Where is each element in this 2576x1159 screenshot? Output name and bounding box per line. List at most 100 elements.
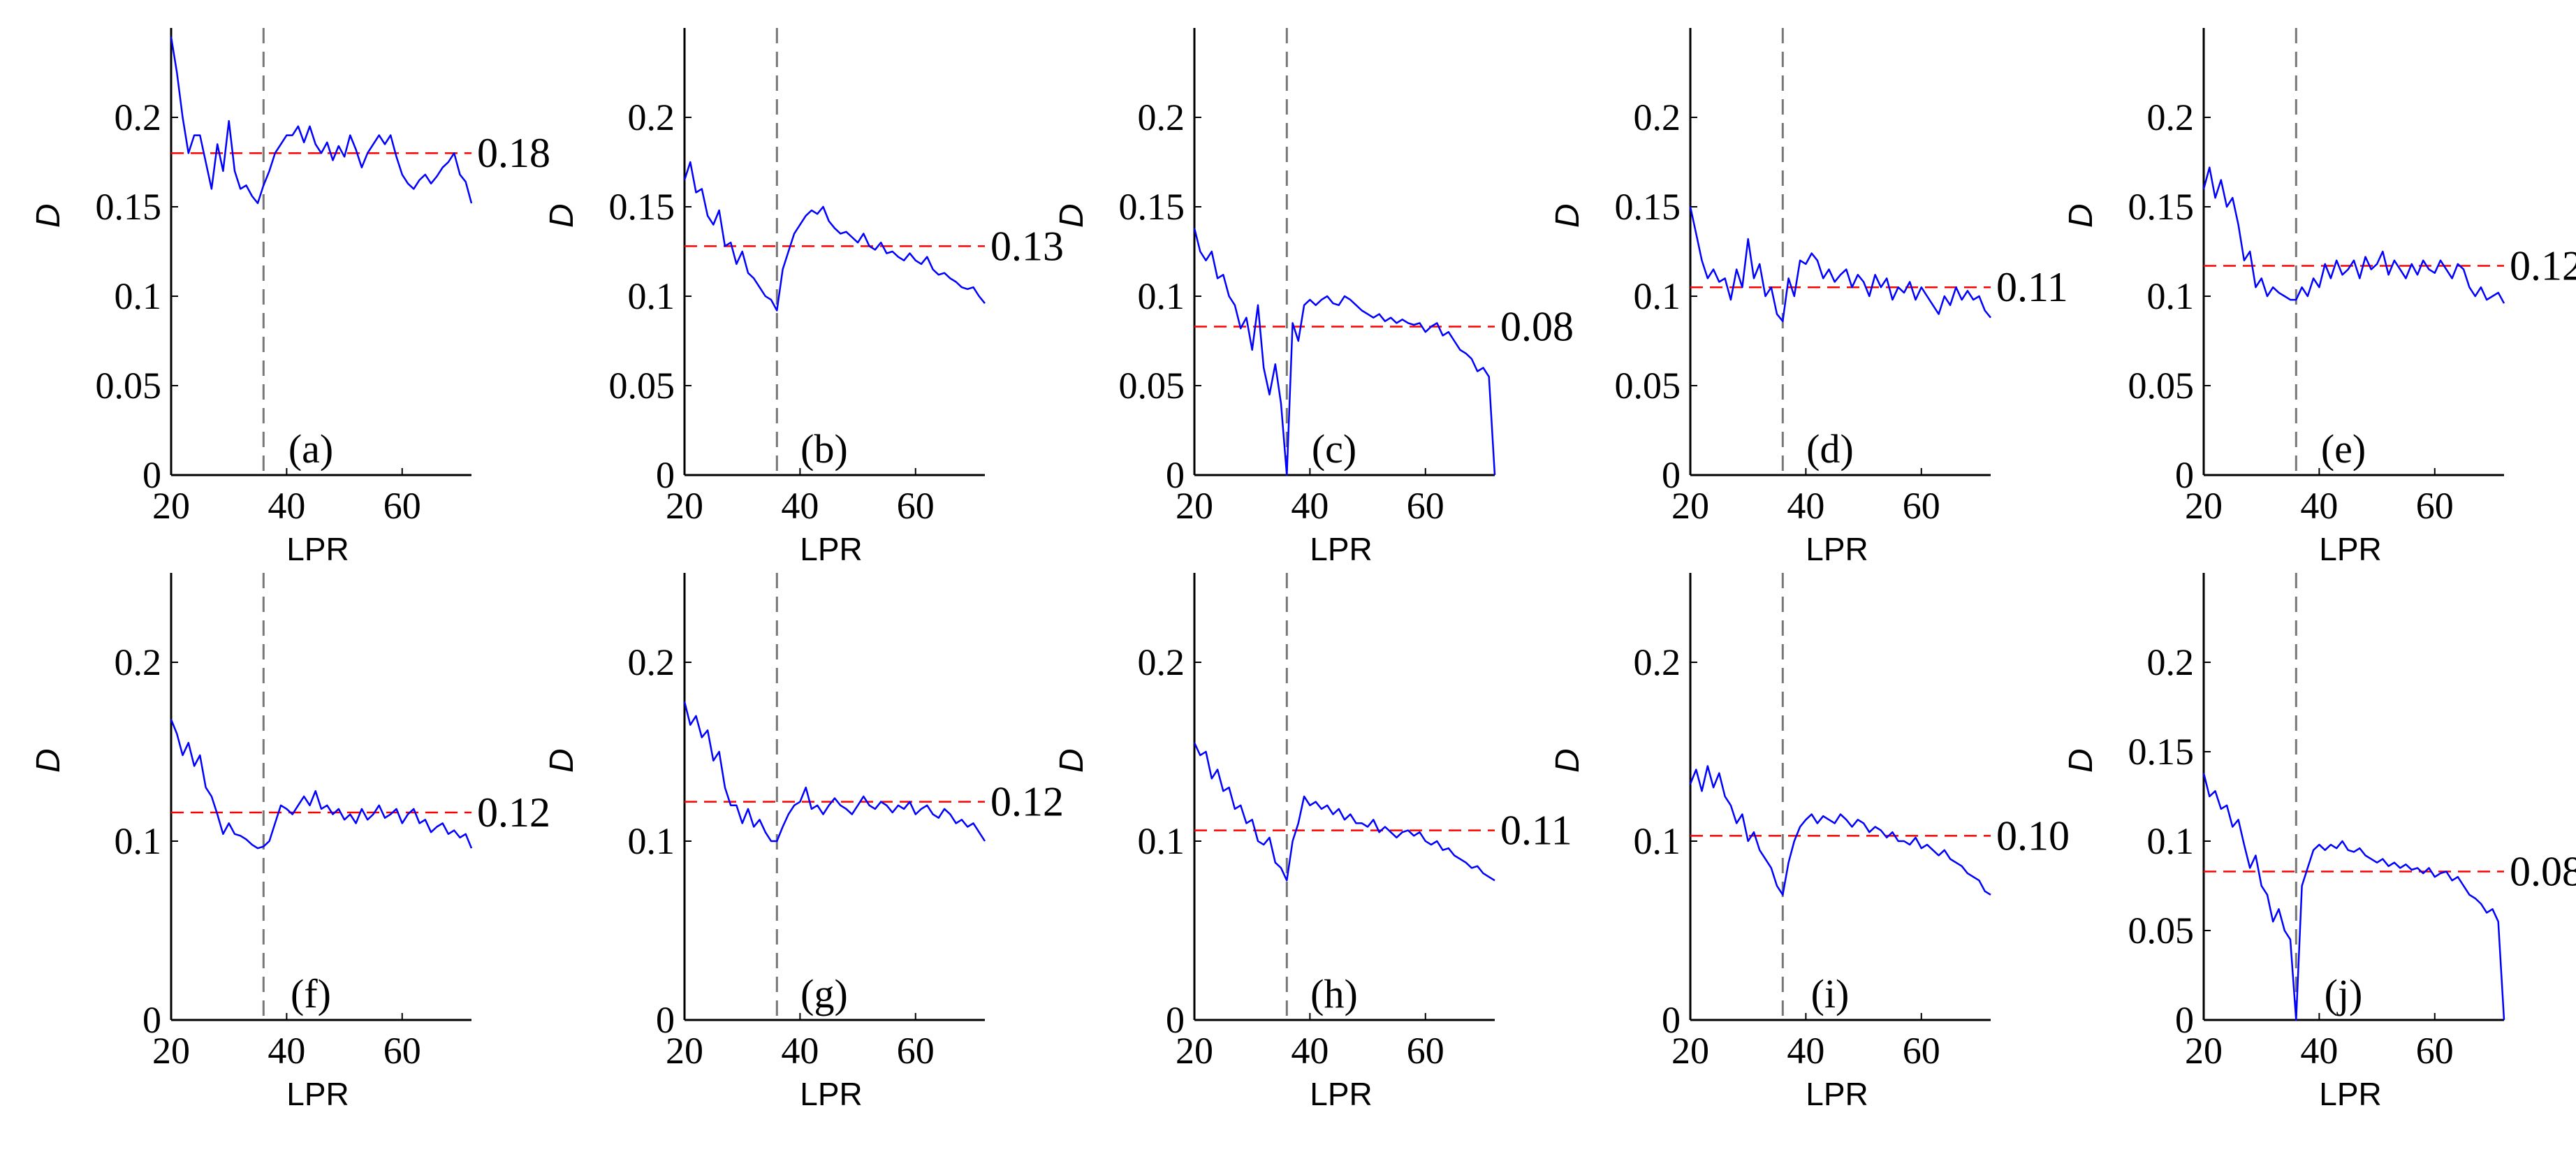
y-axis-label: D xyxy=(1053,203,1090,228)
y-tick-label: 0 xyxy=(2175,999,2194,1041)
x-tick-label: 40 xyxy=(781,485,819,527)
panel-g: 0 0.1 0.2 20 40 60 LPR D 0.12 (g) xyxy=(543,573,1064,1112)
x-tick-label: 60 xyxy=(1407,485,1444,527)
x-tick-label: 40 xyxy=(268,485,305,527)
y-tick-label: 0.1 xyxy=(1634,275,1681,317)
series-line xyxy=(683,701,986,843)
y-tick-label: 0.2 xyxy=(628,641,675,683)
y-tick-label: 0.2 xyxy=(115,96,162,138)
y-tick-label: 0.05 xyxy=(1615,365,1681,407)
y-axis-label: D xyxy=(543,748,580,773)
x-tick-label: 20 xyxy=(1671,485,1709,527)
panel-h: 0 0.1 0.2 20 40 60 LPR D 0.11 (h) xyxy=(1053,573,1572,1112)
x-tick-label: 60 xyxy=(1903,1030,1940,1072)
y-tick-label: 0.15 xyxy=(1615,186,1681,228)
y-tick-label: 0.15 xyxy=(609,186,675,228)
x-axis-label: LPR xyxy=(286,1076,349,1112)
x-tick-label: 60 xyxy=(2416,1030,2454,1072)
mean-value-label: 0.08 xyxy=(2510,849,2576,895)
mean-value-label: 0.08 xyxy=(1500,304,1574,350)
panel-label: (a) xyxy=(288,426,333,472)
y-tick-label: 0.1 xyxy=(2147,820,2195,862)
mean-value-label: 0.13 xyxy=(990,223,1064,269)
x-tick-label: 20 xyxy=(1176,485,1213,527)
x-tick-label: 20 xyxy=(152,1030,190,1072)
x-tick-label: 60 xyxy=(1407,1030,1444,1072)
x-axis-label: LPR xyxy=(1806,531,1868,567)
x-tick-label: 20 xyxy=(1176,1030,1213,1072)
panel-c: 0 0.05 0.1 0.15 0.2 20 40 60 LPR D 0.08 (c) xyxy=(1053,28,1574,567)
y-tick-label: 0 xyxy=(656,454,675,496)
y-tick-label: 0 xyxy=(656,999,675,1041)
panel-label: (i) xyxy=(1811,971,1850,1016)
y-axis-label: D xyxy=(2063,203,2100,228)
x-axis-label: LPR xyxy=(2319,1076,2381,1112)
x-tick-label: 40 xyxy=(1291,1030,1329,1072)
y-tick-label: 0.1 xyxy=(2147,275,2195,317)
x-tick-label: 20 xyxy=(2185,1030,2223,1072)
y-tick-label: 0 xyxy=(1662,454,1681,496)
x-tick-label: 40 xyxy=(781,1030,819,1072)
y-tick-label: 0.05 xyxy=(609,365,675,407)
y-tick-label: 0 xyxy=(142,999,161,1041)
series-line xyxy=(683,161,986,312)
x-axis-label: LPR xyxy=(1806,1076,1868,1112)
y-axis-label: D xyxy=(1549,748,1586,773)
x-axis-label: LPR xyxy=(1310,531,1372,567)
x-tick-label: 20 xyxy=(666,485,703,527)
x-tick-label: 60 xyxy=(897,485,935,527)
panel-b: 0 0.05 0.1 0.15 0.2 20 40 60 LPR D 0.13 (b) xyxy=(543,28,1064,567)
y-tick-label: 0.1 xyxy=(628,820,675,862)
mean-value-label: 0.12 xyxy=(2510,242,2576,289)
x-tick-label: 60 xyxy=(897,1030,935,1072)
panel-label: (g) xyxy=(800,971,848,1016)
panel-label: (h) xyxy=(1310,971,1358,1016)
y-axis-label: D xyxy=(1053,748,1090,773)
mean-value-label: 0.11 xyxy=(1996,264,2068,310)
panel-label: (j) xyxy=(2325,971,2363,1016)
panel-label: (b) xyxy=(800,426,848,472)
y-tick-label: 0.2 xyxy=(1634,96,1681,138)
y-axis-label: D xyxy=(2063,748,2100,773)
mean-value-label: 0.18 xyxy=(477,130,550,176)
x-tick-label: 20 xyxy=(152,485,190,527)
y-tick-label: 0.05 xyxy=(2128,910,2195,952)
y-axis-label: D xyxy=(30,748,67,773)
panel-label: (e) xyxy=(2321,426,2366,472)
x-tick-label: 20 xyxy=(1671,1030,1709,1072)
series-line xyxy=(1689,765,1991,896)
x-tick-label: 20 xyxy=(666,1030,703,1072)
y-tick-label: 0.1 xyxy=(1138,275,1185,317)
panel-i: 0 0.1 0.2 20 40 60 LPR D 0.10 (i) xyxy=(1549,573,2070,1112)
series-line xyxy=(170,36,473,205)
x-tick-label: 60 xyxy=(2416,485,2454,527)
y-tick-label: 0.1 xyxy=(115,820,162,862)
y-axis-label: D xyxy=(30,203,67,228)
mean-value-label: 0.11 xyxy=(1500,808,1572,854)
x-axis-label: LPR xyxy=(800,1076,862,1112)
series-line xyxy=(1193,228,1496,476)
x-tick-label: 60 xyxy=(383,485,421,527)
x-axis-label: LPR xyxy=(2319,531,2381,567)
y-tick-label: 0.2 xyxy=(2147,641,2195,683)
y-tick-label: 0 xyxy=(2175,454,2194,496)
x-axis-label: LPR xyxy=(800,531,862,567)
y-tick-label: 0.2 xyxy=(1138,641,1185,683)
y-tick-label: 0.15 xyxy=(1119,186,1185,228)
series-line xyxy=(1689,206,1991,323)
y-axis-label: D xyxy=(543,203,580,228)
panel-d: 0 0.05 0.1 0.15 0.2 20 40 60 LPR D 0.11 (d) xyxy=(1549,28,2068,567)
x-tick-label: 20 xyxy=(2185,485,2223,527)
panel-label: (d) xyxy=(1806,426,1854,472)
y-tick-label: 0.1 xyxy=(115,275,162,317)
x-axis-label: LPR xyxy=(1310,1076,1372,1112)
x-tick-label: 40 xyxy=(1291,485,1329,527)
y-tick-label: 0.05 xyxy=(96,365,162,407)
y-tick-label: 0 xyxy=(1662,999,1681,1041)
panel-j: 0 0.05 0.1 0.15 0.2 20 40 60 LPR D 0.08 (j) xyxy=(2063,573,2576,1112)
panel-label: (c) xyxy=(1312,426,1356,472)
x-axis-label: LPR xyxy=(286,531,349,567)
y-tick-label: 0.15 xyxy=(2128,731,2195,773)
x-tick-label: 40 xyxy=(1787,485,1824,527)
y-tick-label: 0.05 xyxy=(1119,365,1185,407)
